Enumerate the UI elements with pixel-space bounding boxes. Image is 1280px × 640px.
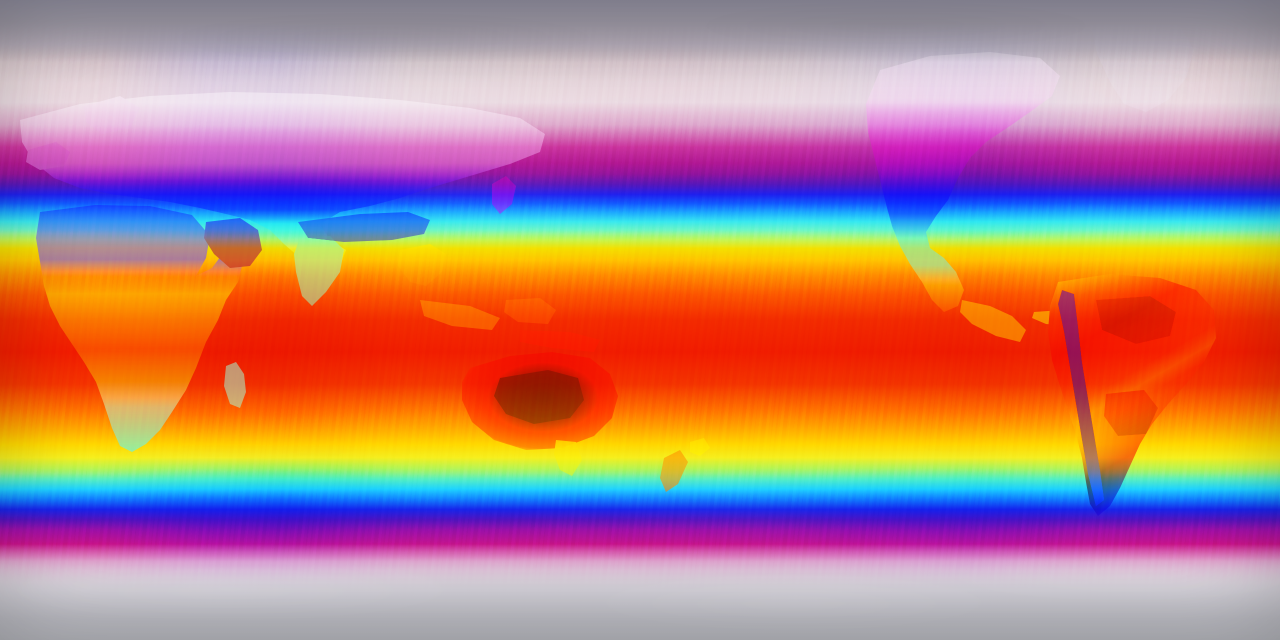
continent-new-zealand: [660, 438, 710, 492]
region-arabia: [204, 218, 262, 268]
continent-madagascar: [224, 362, 246, 408]
arctic-polar-cap: [0, 0, 1280, 62]
region-southeast-asia: [398, 244, 556, 330]
region-india: [294, 236, 344, 306]
continent-new-guinea: [520, 330, 600, 352]
region-northwest-europe: [26, 96, 140, 170]
antarctica-polar-cap: [0, 544, 1280, 640]
continent-north-america: [866, 52, 1060, 312]
continent-eurasia: [20, 92, 545, 270]
continent-south-america: [1048, 274, 1216, 516]
continent-japan: [492, 176, 516, 214]
region-himalaya: [298, 212, 430, 242]
continent-australia: [462, 352, 618, 476]
continent-africa: [36, 205, 244, 452]
